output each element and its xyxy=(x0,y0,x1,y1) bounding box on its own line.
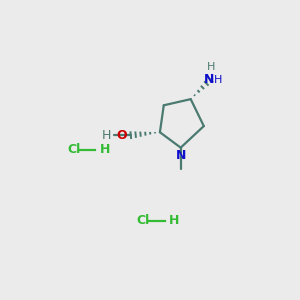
Text: N: N xyxy=(176,149,186,162)
Text: O: O xyxy=(116,129,127,142)
Text: H: H xyxy=(214,74,222,85)
Text: H: H xyxy=(100,143,110,157)
Text: Cl: Cl xyxy=(68,143,81,157)
Text: N: N xyxy=(204,73,215,86)
Text: H: H xyxy=(101,129,111,142)
Text: H: H xyxy=(169,214,179,227)
Text: H: H xyxy=(207,62,215,72)
Text: Cl: Cl xyxy=(137,214,150,227)
